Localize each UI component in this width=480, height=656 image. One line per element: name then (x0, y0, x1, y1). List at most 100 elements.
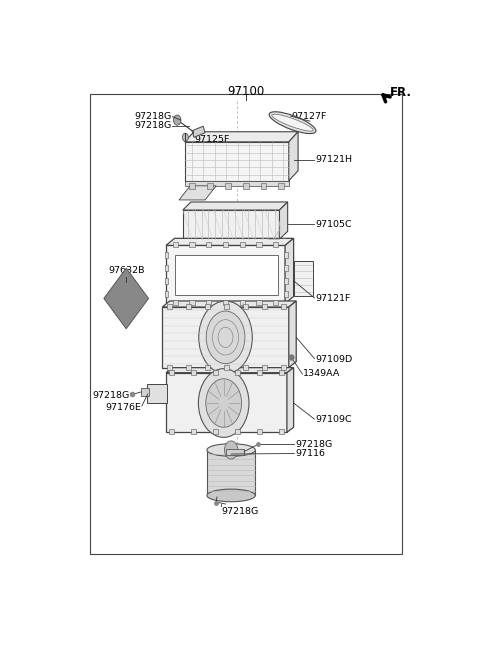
Bar (207, 450, 255, 495)
Bar (284, 252, 288, 258)
Polygon shape (279, 202, 288, 239)
Bar (173, 242, 178, 247)
Text: 97100: 97100 (228, 85, 264, 98)
Bar (167, 304, 172, 309)
Text: 97218G: 97218G (295, 440, 332, 449)
Bar (213, 429, 218, 434)
Bar (225, 183, 231, 189)
Bar (213, 370, 218, 375)
Circle shape (199, 301, 252, 374)
Text: 1349AA: 1349AA (303, 369, 341, 378)
Bar (273, 242, 278, 247)
Bar (256, 300, 262, 305)
Bar (186, 304, 191, 309)
Bar (284, 291, 288, 297)
Polygon shape (166, 245, 285, 304)
Polygon shape (285, 238, 294, 304)
Polygon shape (183, 202, 288, 210)
Bar (186, 365, 191, 370)
Bar (281, 365, 286, 370)
Bar (223, 242, 228, 247)
Text: 97125F: 97125F (195, 134, 230, 144)
Bar (167, 365, 172, 370)
Polygon shape (185, 181, 289, 186)
Polygon shape (104, 268, 148, 329)
Bar (191, 429, 196, 434)
Polygon shape (294, 260, 313, 296)
Polygon shape (179, 186, 216, 200)
Bar (240, 242, 245, 247)
Bar (224, 304, 229, 309)
Bar (205, 365, 210, 370)
Ellipse shape (269, 112, 316, 134)
Bar (235, 429, 240, 434)
Polygon shape (289, 301, 296, 367)
Bar (243, 183, 249, 189)
Polygon shape (166, 367, 294, 373)
Bar (205, 304, 210, 309)
Text: 97116: 97116 (295, 449, 325, 458)
Text: FR.: FR. (390, 86, 412, 99)
Polygon shape (287, 367, 294, 432)
Bar (240, 300, 245, 305)
Text: 97218G: 97218G (93, 392, 130, 400)
Circle shape (206, 311, 245, 363)
Bar (207, 183, 213, 189)
Bar (189, 183, 195, 189)
Bar (165, 278, 168, 284)
Bar (262, 304, 267, 309)
Polygon shape (162, 301, 296, 307)
Ellipse shape (207, 443, 255, 457)
Polygon shape (141, 388, 148, 396)
Polygon shape (226, 449, 244, 455)
Circle shape (173, 115, 181, 125)
Polygon shape (166, 238, 294, 245)
Polygon shape (175, 255, 277, 295)
Text: 97176E: 97176E (105, 403, 141, 411)
Bar (169, 429, 174, 434)
Text: 97105C: 97105C (315, 220, 352, 229)
Polygon shape (185, 132, 298, 142)
Bar (165, 252, 168, 258)
Circle shape (206, 379, 241, 427)
Bar (261, 183, 266, 189)
Bar (257, 429, 262, 434)
Polygon shape (166, 373, 287, 432)
Polygon shape (289, 132, 298, 181)
Bar (165, 291, 168, 297)
Bar (235, 370, 240, 375)
Bar (190, 300, 195, 305)
Bar (223, 300, 228, 305)
Ellipse shape (207, 489, 255, 502)
Circle shape (182, 133, 188, 141)
Bar (206, 242, 211, 247)
Bar (169, 370, 174, 375)
Text: 97109D: 97109D (315, 354, 352, 363)
Bar (278, 183, 284, 189)
Polygon shape (185, 142, 289, 181)
Ellipse shape (272, 114, 313, 131)
Polygon shape (162, 307, 289, 367)
Polygon shape (183, 210, 279, 239)
Bar (243, 304, 248, 309)
Polygon shape (147, 384, 167, 403)
Bar (256, 242, 262, 247)
Text: 97218G: 97218G (221, 507, 259, 516)
Bar (206, 300, 211, 305)
Text: 97121H: 97121H (315, 155, 352, 164)
Bar (224, 365, 229, 370)
Text: 97121F: 97121F (315, 294, 350, 303)
Text: 97218G: 97218G (134, 112, 172, 121)
Bar (257, 370, 262, 375)
Bar (90, 94, 402, 554)
Text: 97632B: 97632B (108, 266, 144, 275)
Bar (243, 365, 248, 370)
Bar (262, 365, 267, 370)
Text: 97109C: 97109C (315, 415, 352, 424)
Bar (279, 370, 284, 375)
Bar (279, 429, 284, 434)
Bar (281, 304, 286, 309)
Bar (191, 370, 196, 375)
Bar (190, 242, 195, 247)
Bar (173, 300, 178, 305)
